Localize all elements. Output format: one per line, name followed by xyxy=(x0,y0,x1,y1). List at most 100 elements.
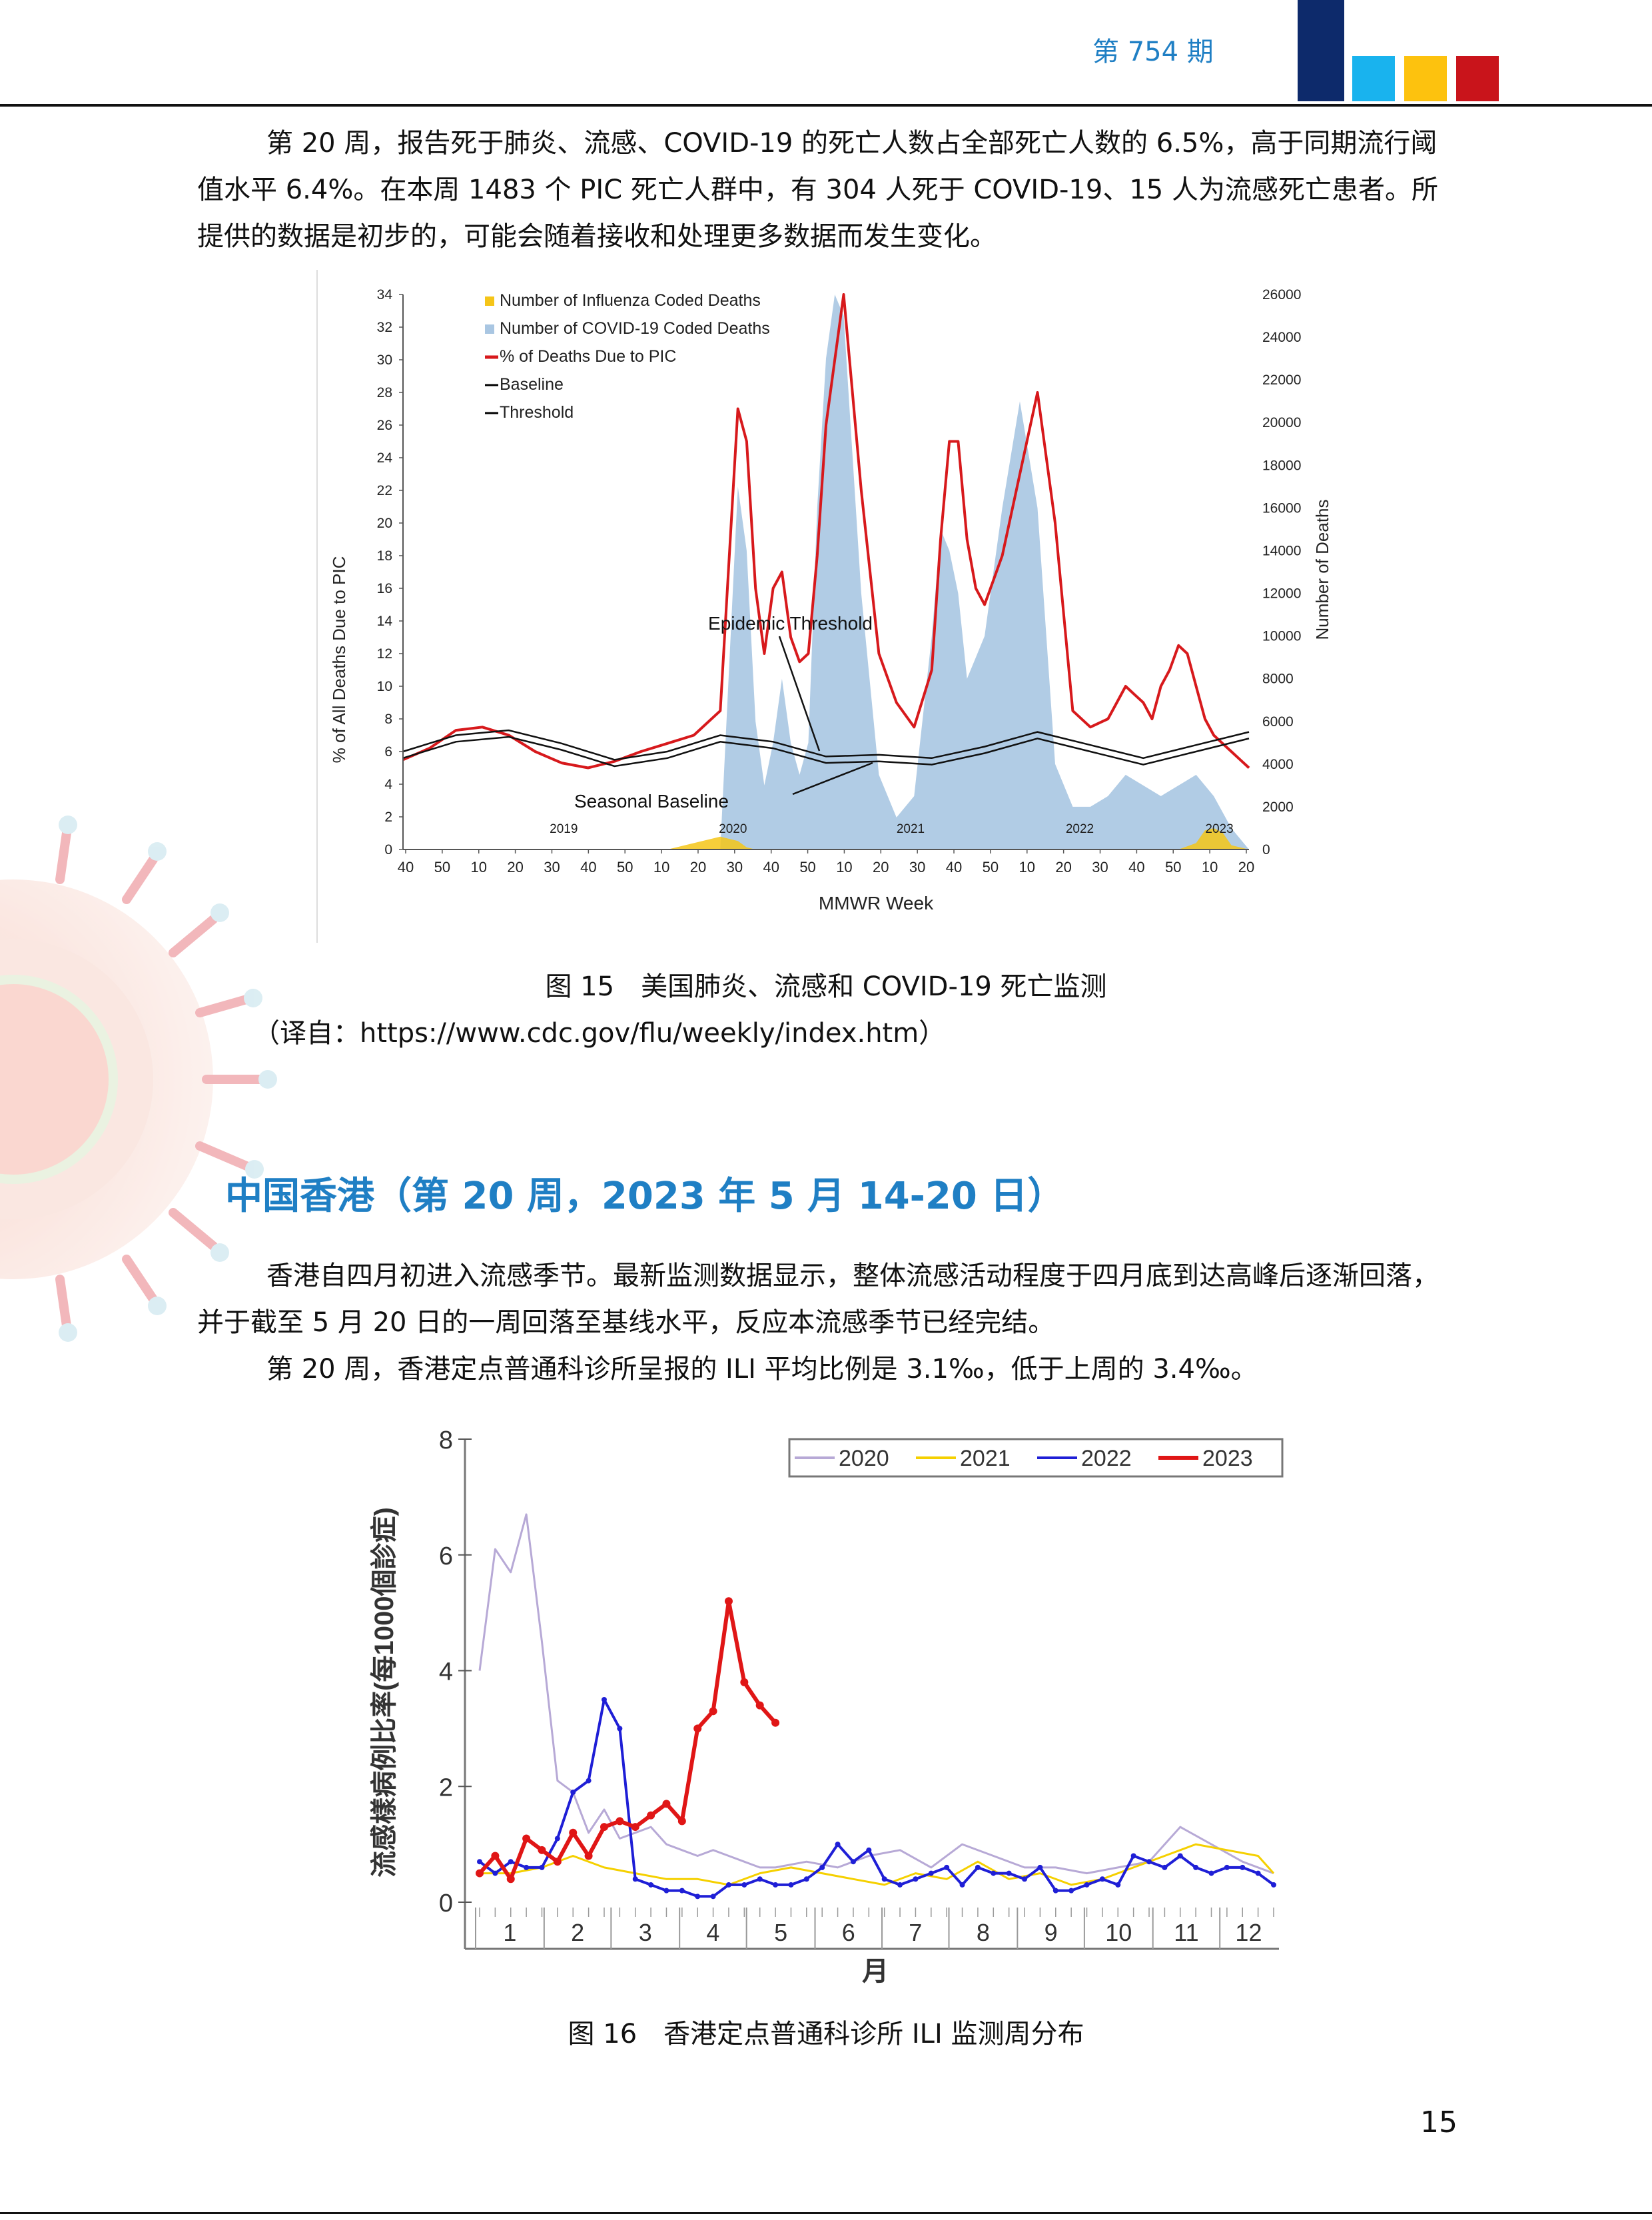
figure16-y-axis-label: 流感樣病例比率(每1000個診症) xyxy=(370,1507,399,1878)
x-tick-label: 30 xyxy=(727,859,743,875)
y-tick-label: 2 xyxy=(384,810,392,825)
month-label: 8 xyxy=(977,1919,990,1946)
point-2023 xyxy=(771,1718,780,1727)
legend-label: 2022 xyxy=(1081,1446,1132,1471)
point-2022 xyxy=(1006,1870,1012,1876)
figure15-y2-axis-label: Number of Deaths xyxy=(1312,500,1332,640)
legend-label: Threshold xyxy=(500,403,574,422)
figure16-x-axis-label: 月 xyxy=(862,1957,889,1986)
y2-tick-label: 4000 xyxy=(1262,757,1294,772)
point-2023 xyxy=(631,1823,639,1832)
y-tick-label: 10 xyxy=(377,679,392,694)
figure16-legend-box xyxy=(788,1438,1284,1478)
series-2022 xyxy=(478,1698,1275,1898)
paragraph-hk-ili: 第 20 周，香港定点普通科诊所呈报的 ILI 平均比例是 3.1‰，低于上周的… xyxy=(266,1354,1258,1385)
x-tick-label: 20 xyxy=(507,859,523,875)
x-tick-label: 40 xyxy=(946,859,962,875)
point-2023 xyxy=(538,1846,546,1854)
point-2022 xyxy=(866,1847,872,1853)
y-tick-label: 16 xyxy=(377,581,392,596)
point-2022 xyxy=(959,1882,965,1888)
y2-tick-label: 18000 xyxy=(1262,458,1301,473)
point-2022 xyxy=(1240,1864,1246,1870)
y-tick-label: 2 xyxy=(439,1774,453,1802)
y-tick-label: 28 xyxy=(377,385,392,400)
y2-tick-label: 0 xyxy=(1262,842,1270,857)
point-2022 xyxy=(1084,1882,1090,1888)
month-label: 4 xyxy=(706,1919,719,1946)
x-tick-label: 30 xyxy=(544,859,560,875)
point-2022 xyxy=(897,1882,903,1888)
point-2022 xyxy=(1068,1888,1074,1894)
paragraph-hk-season: 香港自四月初进入流感季节。最新监测数据显示，整体流感活动程度于四月底到达高峰后逐… xyxy=(197,1261,1439,1338)
legend-label: Number of Influenza Coded Deaths xyxy=(500,291,761,310)
point-2023 xyxy=(724,1597,733,1606)
point-2023 xyxy=(522,1834,531,1843)
point-2022 xyxy=(944,1864,950,1870)
series-number-of-covid-19-coded-deaths xyxy=(403,294,1249,849)
point-2023 xyxy=(600,1823,608,1832)
y-tick-label: 6 xyxy=(439,1542,453,1570)
month-label: 10 xyxy=(1105,1919,1132,1946)
point-2022 xyxy=(1255,1870,1261,1876)
month-label: 9 xyxy=(1044,1919,1058,1946)
y-tick-label: 34 xyxy=(377,287,393,302)
y2-tick-label: 24000 xyxy=(1262,330,1301,345)
legend-label: 2020 xyxy=(839,1446,889,1471)
point-2022 xyxy=(524,1864,530,1870)
point-2023 xyxy=(553,1858,562,1866)
figure15-chart: 0246810121416182022242628303234020004000… xyxy=(316,270,1332,943)
y2-tick-label: 8000 xyxy=(1262,672,1294,687)
x-tick-label: 30 xyxy=(909,859,925,875)
legend-label: 2021 xyxy=(960,1446,1011,1471)
point-2022 xyxy=(663,1888,669,1894)
header-block-yellow xyxy=(1404,56,1447,101)
x-tick-label: 10 xyxy=(836,859,852,875)
point-2022 xyxy=(1271,1882,1276,1888)
point-2022 xyxy=(741,1882,747,1888)
figure15-caption: 图 15 美国肺炎、流感和 COVID-19 死亡监测 xyxy=(545,971,1107,1002)
issue-number: 第 754 期 xyxy=(1092,37,1214,67)
point-2022 xyxy=(570,1789,576,1795)
point-2022 xyxy=(492,1870,498,1876)
y-tick-label: 6 xyxy=(384,744,392,760)
month-label: 3 xyxy=(639,1919,652,1946)
series-2021 xyxy=(480,1843,1275,1886)
y-tick-label: 8 xyxy=(384,712,392,727)
x-tick-label: 10 xyxy=(1019,859,1035,875)
x-tick-label: 40 xyxy=(580,859,596,875)
point-2022 xyxy=(788,1882,794,1888)
y2-tick-label: 26000 xyxy=(1262,287,1301,302)
series-2020 xyxy=(478,1513,1274,1875)
point-2022 xyxy=(477,1859,482,1865)
point-2022 xyxy=(928,1870,934,1876)
legend-swatch xyxy=(485,296,494,306)
y-tick-label: 0 xyxy=(384,842,392,857)
x-tick-label: 40 xyxy=(398,859,414,875)
point-2023 xyxy=(476,1869,484,1878)
month-label: 2 xyxy=(571,1919,584,1946)
point-2022 xyxy=(1193,1864,1199,1870)
y2-tick-label: 6000 xyxy=(1262,714,1294,730)
point-2023 xyxy=(755,1701,764,1710)
point-2023 xyxy=(662,1800,671,1808)
point-2022 xyxy=(508,1859,514,1865)
y2-tick-label: 12000 xyxy=(1262,586,1301,602)
legend-swatch xyxy=(485,324,494,334)
point-2023 xyxy=(584,1852,593,1860)
annotation-baseline-arrow xyxy=(792,762,873,796)
point-2022 xyxy=(1099,1876,1105,1882)
point-2022 xyxy=(1052,1888,1058,1894)
header-block-red xyxy=(1456,56,1499,101)
figure15-y-axis-label: % of All Deaths Due to PIC xyxy=(329,556,349,764)
point-2022 xyxy=(679,1888,685,1894)
month-label: 5 xyxy=(774,1919,787,1946)
header-block-cyan xyxy=(1352,56,1395,101)
series-pic-percent xyxy=(402,293,1250,770)
point-2023 xyxy=(647,1811,655,1820)
month-label: 6 xyxy=(842,1919,855,1946)
figure15-x-axis-label: MMWR Week xyxy=(819,893,934,913)
month-label: 7 xyxy=(909,1919,922,1946)
y-tick-label: 0 xyxy=(439,1890,453,1918)
figure16-caption: 图 16 香港定点普通科诊所 ILI 监测周分布 xyxy=(568,2019,1084,2049)
